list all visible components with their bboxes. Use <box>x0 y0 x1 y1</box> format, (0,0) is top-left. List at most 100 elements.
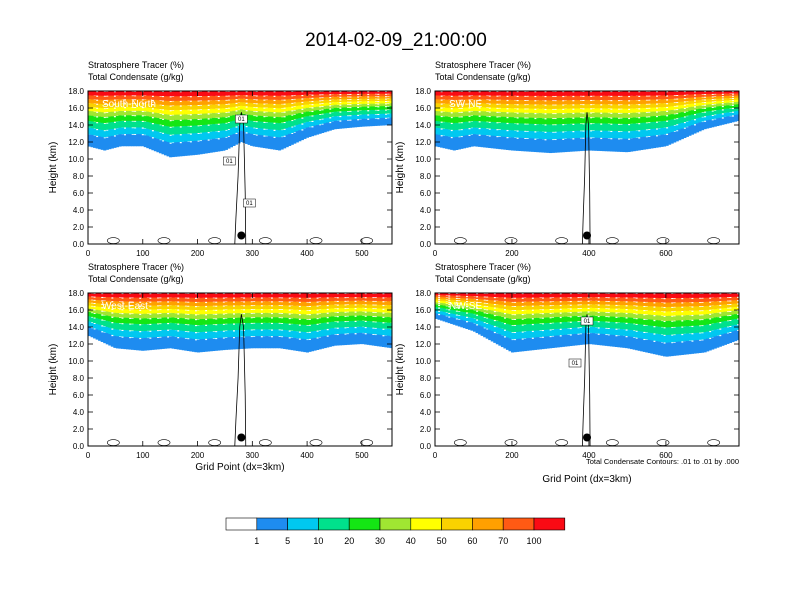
tracer-cell <box>455 319 459 326</box>
tracer-cell <box>280 323 284 330</box>
tracer-cell <box>447 298 451 300</box>
tracer-cell <box>604 305 608 309</box>
tracer-cell <box>688 105 692 111</box>
tracer-cell <box>723 91 727 94</box>
tracer-cell <box>543 101 548 105</box>
tracer-cell <box>120 324 125 330</box>
tracer-cell <box>508 117 512 123</box>
tracer-cell <box>675 333 679 342</box>
tracer-cell <box>505 124 510 130</box>
tracer-cell <box>222 324 226 331</box>
tracer-cell <box>693 339 697 354</box>
tracer-cell <box>158 96 163 101</box>
x-tick-label: 200 <box>505 249 519 258</box>
tracer-cell <box>374 309 378 313</box>
tracer-cell <box>505 305 510 310</box>
tracer-cell <box>652 316 656 320</box>
tracer-cell <box>354 100 358 105</box>
tracer-cell <box>584 99 588 105</box>
tracer-cell <box>171 127 175 135</box>
tracer-cell <box>176 298 180 302</box>
tracer-cell <box>169 106 173 111</box>
tracer-cell <box>247 106 251 111</box>
tracer-cell <box>389 322 392 330</box>
tracer-cell <box>252 330 256 337</box>
tracer-cell <box>295 97 299 103</box>
tracer-cell <box>675 309 679 316</box>
tracer-cell <box>318 301 322 306</box>
tracer-cell <box>564 299 568 305</box>
tracer-cell <box>675 340 679 356</box>
tracer-cell <box>627 114 631 118</box>
tracer-cell <box>326 294 330 298</box>
tracer-cell <box>333 95 337 100</box>
tracer-cell <box>184 293 188 298</box>
tracer-cell <box>716 91 720 94</box>
tracer-cell <box>278 293 282 298</box>
tracer-cell <box>452 316 456 325</box>
tracer-cell <box>247 335 251 349</box>
tracer-cell <box>683 95 687 99</box>
tracer-cell <box>645 96 649 100</box>
tracer-cell <box>252 323 256 330</box>
tracer-cell <box>164 312 168 318</box>
tracer-cell <box>115 293 119 298</box>
tracer-cell <box>505 109 510 113</box>
tracer-cell <box>447 95 451 100</box>
tracer-cell <box>647 313 651 320</box>
tracer-cell <box>186 293 190 298</box>
tracer-cell <box>690 320 694 326</box>
tracer-cell <box>564 296 568 302</box>
tracer-cell <box>549 138 553 154</box>
tracer-cell <box>351 98 355 102</box>
tracer-cell <box>265 293 269 298</box>
tracer-cell <box>209 312 213 319</box>
tracer-cell <box>645 108 649 112</box>
tracer-cell <box>683 117 687 123</box>
tracer-cell <box>386 103 391 107</box>
tracer-cell <box>554 140 558 153</box>
tracer-cell <box>721 296 725 301</box>
tracer-cell <box>146 313 150 319</box>
tracer-cell <box>655 341 659 355</box>
tracer-cell <box>242 106 246 110</box>
tracer-cell <box>543 92 548 96</box>
tracer-cell <box>652 312 656 316</box>
tracer-cell <box>447 103 451 108</box>
tracer-cell <box>354 91 358 94</box>
tracer-cell <box>490 134 494 149</box>
tracer-cell <box>257 106 261 112</box>
tracer-cell <box>283 96 287 100</box>
tracer-cell <box>561 109 565 114</box>
tracer-cell <box>234 309 239 314</box>
tracer-cell <box>123 322 127 331</box>
tracer-cell <box>460 304 464 309</box>
tracer-cell <box>110 317 114 323</box>
tracer-cell <box>546 95 550 101</box>
tracer-cell <box>637 330 641 339</box>
tracer-cell <box>652 299 656 303</box>
tracer-cell <box>343 106 347 112</box>
tracer-cell <box>574 123 578 131</box>
tracer-cell <box>619 307 624 313</box>
tracer-cell <box>569 294 573 298</box>
tracer-cell <box>435 126 439 135</box>
tracer-cell <box>701 298 705 302</box>
tracer-cell <box>526 131 530 139</box>
tracer-cell <box>597 103 601 109</box>
tracer-cell <box>485 122 489 129</box>
tracer-cell <box>450 301 454 305</box>
tracer-cell <box>680 312 684 316</box>
tracer-cell <box>614 122 618 132</box>
tracer-cell <box>379 97 383 102</box>
tracer-cell <box>118 305 122 310</box>
tracer-cell <box>617 312 621 317</box>
tracer-cell <box>447 99 451 104</box>
tracer-cell <box>564 293 568 298</box>
tracer-cell <box>321 101 325 104</box>
tracer-cell <box>440 300 444 303</box>
tracer-cell <box>260 120 264 129</box>
tracer-cell <box>166 99 170 106</box>
tracer-cell <box>726 107 730 113</box>
tracer-cell <box>523 118 527 124</box>
